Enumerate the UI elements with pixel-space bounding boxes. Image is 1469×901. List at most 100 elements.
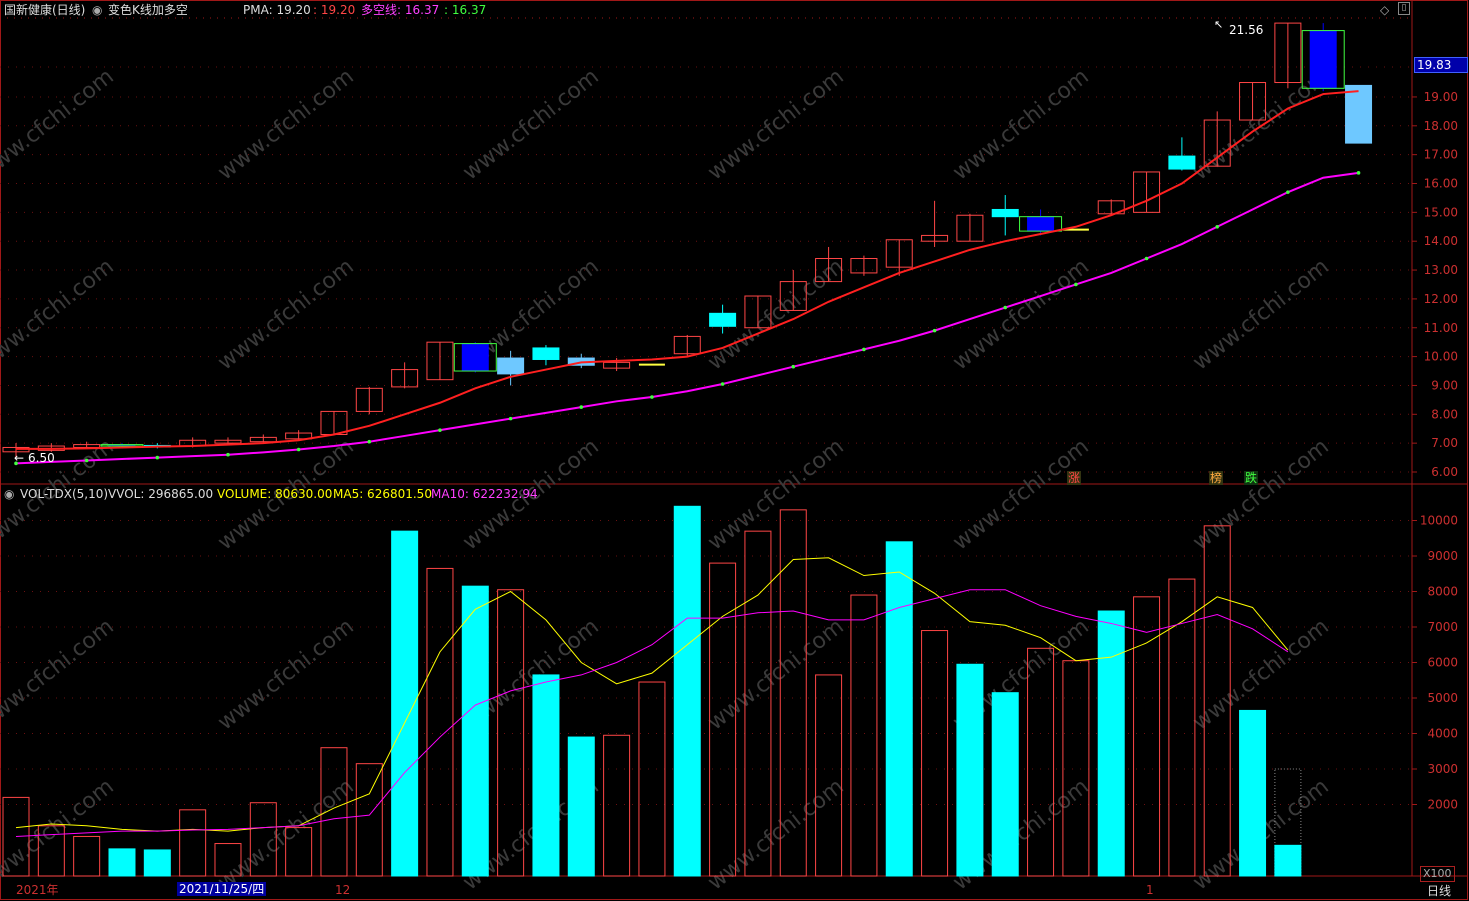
vol-bar	[355, 763, 383, 877]
vol-bar	[320, 747, 348, 877]
ma5-value: MA5: 626801.50	[333, 487, 432, 501]
watermark-text: www.cfchi.com	[703, 774, 848, 895]
vol-bar	[850, 594, 878, 877]
duokong-point	[226, 452, 230, 457]
duokong-point	[14, 461, 18, 466]
vol-bar	[638, 681, 666, 877]
watermark-text: www.cfchi.com	[948, 434, 1093, 555]
duokong-point	[1074, 282, 1078, 287]
vol-unit-label: X100	[1420, 866, 1455, 882]
watermark-text: www.cfchi.com	[213, 614, 358, 735]
watermark-text: www.cfchi.com	[0, 774, 119, 895]
vol-ma10-line	[15, 589, 1289, 837]
vol-tick-label: 4000	[1427, 727, 1458, 741]
marker-bang[interactable]: 榜	[1209, 471, 1224, 485]
vol-bar-ghost	[1274, 768, 1302, 877]
price-tick-label: 13.00	[1424, 263, 1458, 277]
year-label: 2021年	[16, 883, 59, 897]
current-price-tag: 19.83	[1414, 57, 1468, 73]
price-tick-label: 14.00	[1424, 234, 1458, 248]
vol-bar	[779, 509, 807, 877]
pma-value: : 19.20	[313, 3, 356, 17]
candle-body	[355, 387, 383, 412]
duokong-point	[1144, 256, 1149, 261]
window-toggle-icon[interactable]: ▯	[1398, 2, 1410, 15]
vol-bar	[1097, 610, 1125, 877]
pma-line	[16, 90, 1359, 450]
candle-body	[850, 258, 878, 274]
vol-bar	[214, 843, 242, 877]
vol-tick-label: 5000	[1427, 691, 1458, 705]
watermark-text: www.cfchi.com	[0, 614, 119, 735]
candle-body	[461, 343, 489, 372]
vol-bar	[532, 674, 560, 877]
duokong-point	[579, 405, 584, 409]
vol-tick-label: 10000	[1420, 514, 1458, 528]
duokong-point	[1286, 190, 1290, 194]
vol-bar	[108, 848, 136, 877]
candle-body	[497, 357, 525, 375]
vol-tick-label: 7000	[1427, 620, 1458, 634]
price-tick-label: 18.00	[1424, 119, 1458, 133]
candle-body	[956, 214, 984, 242]
duokong-point	[791, 364, 796, 369]
low-price-label: 6.50	[28, 451, 55, 465]
vol-bar	[1203, 525, 1231, 877]
watermark-text: www.cfchi.com	[213, 254, 358, 375]
candle-body	[709, 312, 737, 327]
vol-bar	[1027, 647, 1055, 877]
watermark-text: www.cfchi.com	[1188, 254, 1333, 375]
candle-body	[1027, 216, 1055, 232]
marker-die[interactable]: 跌	[1244, 471, 1259, 485]
candle-body	[532, 347, 560, 360]
candle-body	[426, 341, 454, 381]
vol-bar	[885, 541, 913, 877]
vol-toggle-icon[interactable]: ◉	[4, 487, 15, 501]
candle-body	[744, 295, 772, 329]
candle-frame	[1301, 30, 1345, 89]
candle-body	[921, 234, 949, 242]
candle-body	[779, 281, 807, 311]
vol-bar	[1239, 709, 1267, 877]
vol-bar	[991, 692, 1019, 877]
duokong-point	[438, 428, 442, 432]
duokong-point	[862, 347, 866, 352]
marker-zhang[interactable]: 涨	[1067, 471, 1082, 485]
candle-body	[815, 258, 843, 283]
watermark-text: www.cfchi.com	[1188, 434, 1333, 555]
indicator-toggle-icon[interactable]: ◉	[92, 3, 103, 17]
vol-bar	[815, 674, 843, 877]
vol-bar	[391, 530, 419, 877]
vol-tick-label: 8000	[1427, 585, 1458, 599]
ma10-value: MA10: 622232.94	[431, 487, 538, 501]
price-tick-label: 11.00	[1424, 321, 1458, 335]
candle-body	[885, 239, 913, 268]
vol-bar	[426, 567, 454, 877]
price-tick-label: 7.00	[1431, 436, 1458, 450]
duokong-point	[296, 447, 301, 452]
vol-bar	[73, 835, 101, 877]
candle-body	[1133, 171, 1161, 213]
vol-bar	[709, 562, 737, 877]
duokong-point	[508, 416, 513, 421]
duokong-point	[155, 455, 160, 460]
price-tick-label: 10.00	[1424, 350, 1458, 364]
vol-bar	[956, 663, 984, 877]
watermark-text: www.cfchi.com	[703, 64, 848, 185]
vol-bar	[744, 530, 772, 877]
watermark-text: www.cfchi.com	[213, 64, 358, 185]
vol-bar	[567, 736, 595, 877]
vol-bar	[1062, 660, 1090, 877]
duokong-label: 多空线: 16.37	[361, 3, 440, 17]
diamond-icon[interactable]: ◇	[1380, 3, 1390, 17]
vol-bar	[497, 589, 525, 877]
vol-bar	[461, 585, 489, 877]
duokong-point	[84, 458, 89, 463]
period-label[interactable]: 日线	[1427, 884, 1452, 898]
vol-bar	[1274, 844, 1302, 877]
low-arrow-icon: ←	[14, 451, 25, 465]
pma-label: PMA: 19.20	[243, 3, 311, 17]
vol-bar	[285, 827, 313, 877]
watermark-text: www.cfchi.com	[703, 434, 848, 555]
watermark-text: www.cfchi.com	[948, 64, 1093, 185]
